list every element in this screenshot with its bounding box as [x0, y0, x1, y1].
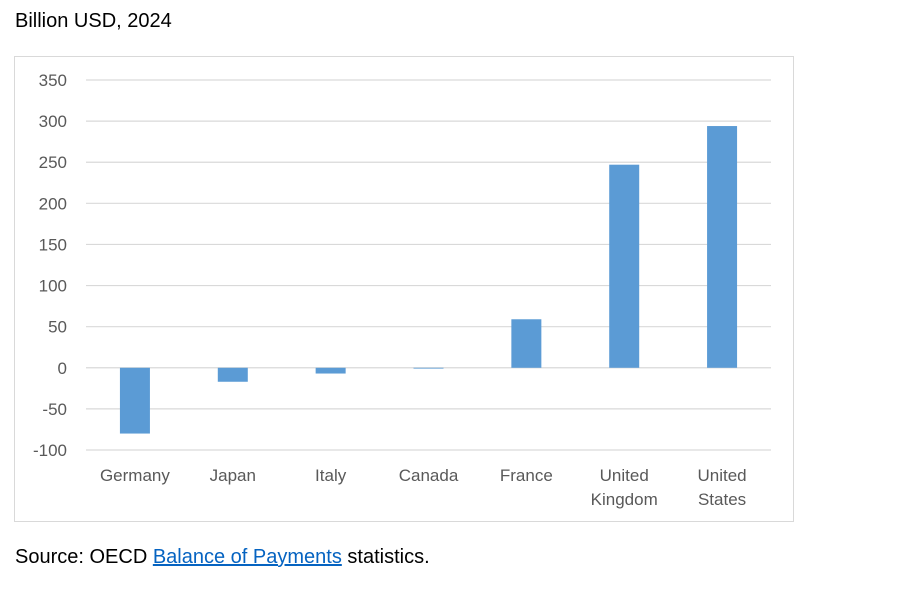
bar	[707, 126, 738, 368]
x-tick-label: Japan	[210, 466, 256, 485]
bar	[413, 367, 444, 369]
bar	[217, 367, 248, 382]
chart-area: 350 300 250 200 150 100 50 0 -50 -100 Germany Japan…	[14, 56, 794, 522]
bar	[119, 367, 150, 434]
y-tick-label: -50	[42, 400, 67, 419]
bar	[511, 319, 542, 368]
x-tick-label: Canada	[399, 466, 459, 485]
bar-chart: 350 300 250 200 150 100 50 0 -50 -100 Germany Japan…	[33, 71, 771, 509]
bar	[315, 367, 346, 374]
source-note: Source: OECD Balance of Payments statist…	[15, 544, 430, 570]
x-tick-label: France	[500, 466, 553, 485]
source-prefix: Source: OECD	[15, 546, 153, 568]
y-tick-label: 50	[48, 318, 67, 337]
x-tick-label: Germany	[100, 466, 170, 485]
y-tick-label: 250	[39, 153, 67, 172]
y-tick-label: 100	[39, 277, 67, 296]
y-tick-label: -100	[33, 441, 67, 460]
y-tick-label: 350	[39, 71, 67, 90]
y-tick-label: 300	[39, 112, 67, 131]
x-tick-label: Italy	[315, 466, 347, 485]
y-tick-label: 200	[39, 194, 67, 213]
chart-subtitle: Billion USD, 2024	[15, 10, 172, 32]
y-tick-label: 0	[58, 359, 67, 378]
x-tick-label: United States	[698, 466, 747, 509]
bar	[609, 164, 640, 368]
balance-of-payments-link[interactable]: Balance of Payments	[152, 546, 342, 568]
y-tick-label: 150	[39, 235, 67, 254]
source-suffix: statistics.	[341, 546, 430, 568]
x-tick-label: United Kingdom	[591, 466, 658, 509]
